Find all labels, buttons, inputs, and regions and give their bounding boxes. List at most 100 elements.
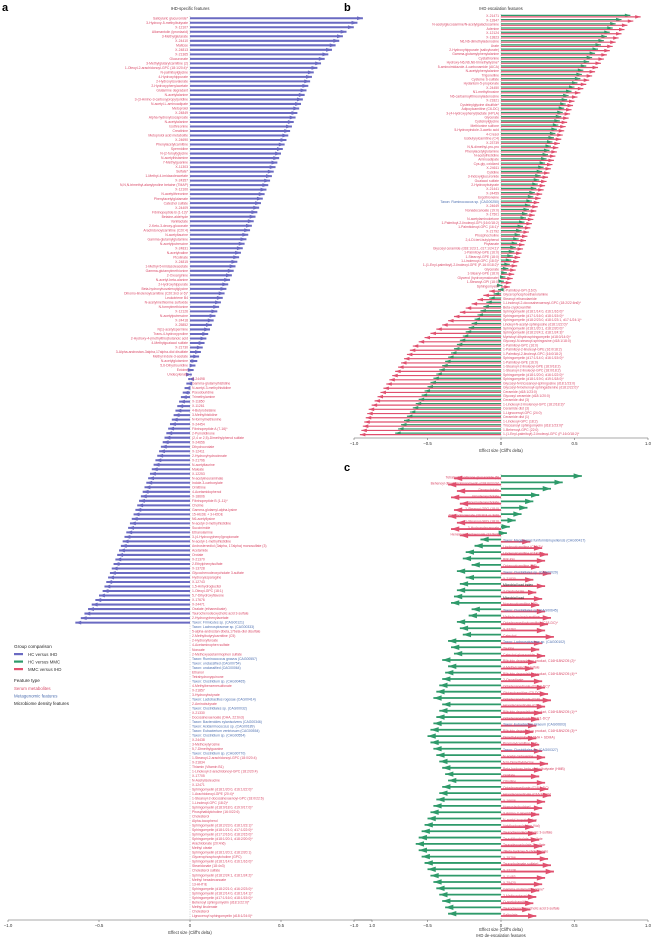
a-feature-label: N6-acetyllysine (192, 517, 215, 521)
a-feature-label: 3-Methylhistidine (192, 413, 218, 417)
b-point (548, 158, 554, 163)
b-point (557, 133, 563, 137)
c-point (456, 488, 466, 494)
b-point (574, 76, 581, 81)
c-point (456, 520, 466, 526)
c-point (533, 881, 543, 887)
c-feature-label: X-16606 (503, 799, 516, 803)
a-feature-label: Picolinate (173, 255, 188, 259)
b-point (520, 216, 526, 220)
b-point (508, 272, 515, 277)
c-point (542, 570, 551, 577)
b-feature-label: 1-Palmitoleoyl-GPC (16:1)* (458, 225, 500, 229)
a-point (273, 156, 280, 160)
c-point (471, 562, 480, 568)
c-point (530, 811, 540, 818)
c-feature-label: Taxon: Eubacterium siraeum (CAG00603) (503, 723, 566, 727)
a-feature-label: Taxon: Clostridiales sp. (CAG00032) (192, 706, 247, 710)
b-feature-label: Sphingomyelin (d18:2/24:2, d18:1/24:3)* (503, 331, 564, 335)
b-feature-label: X-24459 (486, 191, 499, 195)
a-point (289, 115, 296, 120)
a-feature-label: N(1)-acetylspermine (157, 328, 188, 332)
c-point (439, 790, 448, 796)
a-point (140, 494, 147, 499)
c-point (459, 501, 469, 507)
a-point (164, 435, 171, 440)
legend-density: Microbiome density features (14, 701, 70, 706)
a-point (209, 314, 216, 318)
b-point (555, 137, 562, 142)
b-point (535, 196, 541, 201)
c-point (442, 701, 451, 708)
a-feature-label: Taxon: Ruminococcus gnavus (CAG00557) (192, 657, 257, 661)
a-feature-label: Sphingomyelin (d18:1/21:0, d17:1/22:0)* (192, 828, 253, 832)
b-point (526, 221, 532, 226)
a-point (171, 417, 178, 422)
b-feature-label: N,N-dimethyl-pro-pro (467, 145, 499, 149)
a-feature-label: Metoprolol acid metabolite (148, 134, 188, 138)
c-feature-label: Octanoylcarnitine (C8) (503, 564, 537, 568)
a-point (202, 332, 209, 336)
b-point (504, 262, 510, 267)
b-point (527, 217, 534, 222)
c-point (439, 758, 448, 765)
b-feature-label: Taxon: Ruminococcus sp. (CAG00250) (440, 200, 499, 204)
a-feature-label: Tetrahydroxyquinone (192, 675, 224, 679)
c-point (468, 612, 477, 619)
c-point (507, 517, 516, 524)
c-point (471, 606, 480, 612)
c-feature-label: N-acetyl-isoputreanine (503, 818, 537, 822)
b-point (527, 195, 534, 199)
a-point (280, 138, 287, 142)
a-point (276, 147, 283, 151)
c-feature-label: Bilirubin degradation product, C16H18N2O… (503, 729, 578, 733)
a-point (311, 65, 318, 70)
b-point (580, 82, 587, 87)
a-point (207, 318, 214, 323)
a-point (357, 16, 363, 21)
a-feature-label: X-24471 (192, 603, 205, 607)
a-feature-label: X-21796 (192, 458, 205, 462)
c-point (530, 646, 540, 653)
b-point (554, 141, 560, 146)
b-point (586, 74, 593, 78)
b-feature-label: 5-Hydroxyindole-3-acetic acid (454, 128, 499, 132)
a-feature-label: 2-Hydroxyphenylacetate (192, 616, 229, 620)
c-feature-label: Microbial load (503, 596, 524, 600)
c-point (525, 665, 534, 672)
a-feature-label: Methyl oleate (192, 846, 212, 850)
c-point (433, 803, 442, 809)
a-point (267, 169, 274, 174)
b-point (548, 135, 554, 140)
a-point (109, 571, 116, 575)
a-point (286, 124, 292, 129)
a-feature-label: Ornithine (192, 485, 206, 489)
b-point (415, 401, 422, 406)
panel-a: a IHD-specific features −1.0 −0.5 0 0.5 1.0 … (2, 2, 376, 935)
b-point (532, 204, 538, 209)
c-point (536, 608, 546, 615)
a-point (235, 250, 241, 255)
b-feature-label: Glycerate (484, 115, 499, 119)
a-point (278, 142, 285, 147)
c-point (536, 849, 546, 856)
b-point (558, 106, 565, 110)
b-point (445, 359, 451, 364)
a-point (295, 102, 302, 106)
b-point (436, 372, 442, 376)
b-feature-label: N-acetylaminoketone (467, 217, 499, 221)
a-feature-label: Sphingomyelin (d18:2/21:0, d16:2/23:0)* (192, 887, 253, 891)
c-feature-label: Hexadecanedioate (C16) (503, 704, 541, 708)
a-point (115, 557, 122, 562)
a-point (173, 413, 180, 418)
a-point (88, 607, 94, 611)
b-point (545, 144, 551, 148)
c-feature-label: 4-Methylcatechol sulfate (503, 666, 540, 670)
b-point (442, 363, 448, 368)
b-point (371, 403, 378, 407)
c-point (436, 689, 445, 695)
a-point (242, 232, 249, 237)
a-feature-label: Lignoceroyl sphingomyelin (d18:1/24:0)* (192, 914, 253, 918)
a-point (291, 111, 298, 115)
b-feature-label: Cysteinylglycine (475, 120, 499, 124)
